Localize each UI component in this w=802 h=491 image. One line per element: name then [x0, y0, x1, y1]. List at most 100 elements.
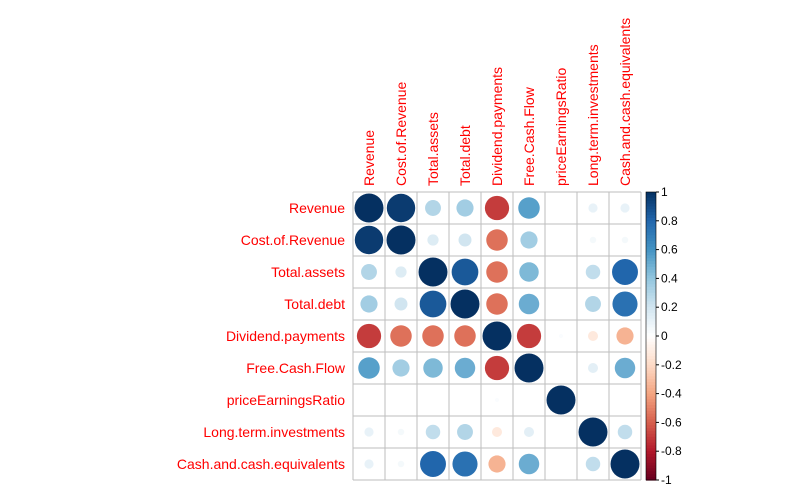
corr-circle [454, 357, 476, 379]
corr-circle [585, 456, 601, 472]
colorbar-segment [646, 240, 656, 245]
corr-circle [427, 234, 439, 246]
colorbar-segment [646, 471, 656, 475]
colorbar-segment [646, 402, 656, 406]
colorbar-segment [646, 408, 656, 412]
colorbar-segment [646, 442, 656, 447]
row-label: priceEarningsRatio [227, 392, 345, 408]
colorbar-segment [646, 379, 656, 383]
colorbar-segment [646, 425, 656, 429]
colorbar-segment [646, 347, 656, 351]
colorbar-segment [646, 235, 656, 239]
row-label: Total.assets [271, 264, 345, 280]
row-label: Revenue [289, 200, 345, 216]
corr-circle [620, 203, 630, 213]
colorbar-segment [646, 261, 656, 265]
colorbar-segment [646, 217, 656, 222]
corr-circle [514, 353, 544, 383]
colorbar-segment [646, 465, 656, 470]
corr-circle [484, 355, 510, 381]
colorbar-segment [646, 292, 656, 297]
column-label: Long.term.investments [585, 44, 601, 186]
colorbar-tick-label: -1 [661, 473, 672, 487]
colorbar-segment [646, 338, 656, 343]
colorbar-segment [646, 396, 656, 400]
column-label: Cash.and.cash.equivalents [617, 18, 633, 186]
colorbar-tick-label: 0 [661, 329, 668, 343]
corr-circle [422, 325, 444, 347]
corr-circle [494, 397, 500, 403]
colorbar-segment [646, 356, 656, 360]
colorbar-segment [646, 272, 656, 277]
colorbar-segment [646, 344, 656, 349]
colorbar-segment [646, 298, 656, 303]
row-label: Long.term.investments [203, 424, 345, 440]
colorbar-segment [646, 321, 656, 326]
colorbar-segment [646, 200, 656, 205]
colorbar-segment [646, 422, 656, 426]
colorbar-segment [646, 393, 656, 398]
colorbar-segment [646, 330, 656, 334]
corr-circle [589, 236, 597, 244]
corr-circle [457, 424, 473, 440]
colorbar-segment [646, 252, 656, 256]
colorbar-segment [646, 281, 656, 285]
colorbar-segment [646, 350, 656, 354]
colorbar-segment [646, 304, 656, 308]
corr-circle [364, 459, 374, 469]
corr-circle [612, 259, 638, 285]
colorbar-segment [646, 373, 656, 377]
colorbar-segment [646, 197, 656, 202]
colorbar-segment [646, 445, 656, 449]
corr-circle [612, 291, 638, 317]
corr-circle [423, 358, 443, 378]
corr-circle [621, 236, 629, 244]
colorbar-segment [646, 367, 656, 372]
corr-circle [418, 257, 448, 287]
colorbar-segment [646, 390, 656, 395]
corr-circle [392, 359, 410, 377]
column-label: Free.Cash.Flow [521, 86, 537, 186]
correlation-circles [354, 193, 640, 479]
corr-circle [354, 225, 384, 255]
colorbar-segment [646, 451, 656, 455]
corr-circle [451, 258, 479, 286]
corr-circle [394, 297, 408, 311]
colorbar-tick-label: 0.8 [661, 214, 678, 228]
colorbar-segment [646, 341, 656, 346]
colorbar-segment [646, 209, 656, 213]
colorbar-segment [646, 295, 656, 300]
corr-circle [452, 451, 478, 477]
colorbar-segment [646, 327, 656, 331]
colorbar-segment [646, 310, 656, 314]
corr-circle [358, 357, 380, 379]
colorbar-tick-label: -0.2 [661, 358, 682, 372]
corr-circle [486, 293, 508, 315]
colorbar-segment [646, 203, 656, 207]
corr-circle [585, 264, 601, 280]
colorbar-segment [646, 315, 656, 320]
colorbar-segment [646, 275, 656, 279]
corr-circle [587, 330, 599, 342]
colorbar-segment [646, 238, 656, 242]
corr-circle [610, 449, 640, 479]
corr-circle [616, 327, 634, 345]
colorbar-segment [646, 287, 656, 291]
colorbar-segment [646, 215, 656, 219]
corr-circle [420, 451, 446, 477]
colorbar-segment [646, 448, 656, 452]
column-label: priceEarningsRatio [553, 68, 569, 186]
colorbar-segment [646, 353, 656, 357]
corr-circle [523, 426, 535, 438]
colorbar-segment [646, 312, 656, 317]
colorbar-segment [646, 419, 656, 423]
corr-circle [360, 295, 378, 313]
colorbar-segment [646, 264, 656, 268]
corr-circle [546, 385, 576, 415]
colorbar-segment [646, 258, 656, 262]
corr-circle [356, 323, 382, 349]
corr-circle [588, 203, 598, 213]
colorbar-segment [646, 192, 656, 196]
corr-circle [450, 289, 480, 319]
colorbar-tick-label: 0.2 [661, 300, 678, 314]
